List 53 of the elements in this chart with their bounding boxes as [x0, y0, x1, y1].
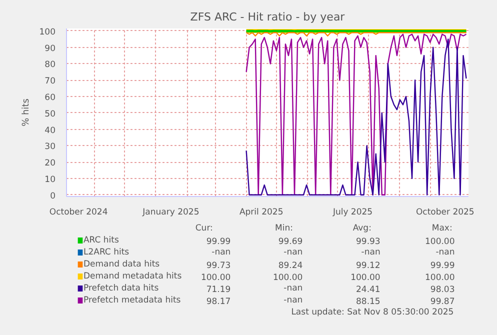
text: Min: [275, 224, 293, 234]
x-tick-label: April 2025 [239, 208, 284, 218]
x-tick-label: October 2025 [416, 208, 474, 218]
y-tick-label: 50 [44, 109, 56, 120]
text: Avg: [352, 224, 372, 234]
text: 100.00 [272, 273, 303, 283]
legend-label: Prefetch metadata hits [83, 296, 182, 306]
text: -nan [361, 248, 380, 258]
text: Cur: [195, 224, 213, 234]
text: 99.99 [430, 261, 455, 271]
y-tick-label: 90 [44, 44, 56, 54]
x-tick-label: January 2025 [142, 208, 200, 218]
legend-label: ARC hits [83, 236, 120, 246]
text: Max: [432, 224, 452, 234]
text: -nan [212, 248, 231, 258]
text: 99.93 [356, 237, 380, 247]
x-tick-label: July 2025 [332, 208, 373, 218]
text: -nan [436, 248, 455, 258]
text: 88.15 [356, 297, 380, 307]
chart-title: ZFS ARC - Hit ratio - by year [190, 10, 346, 24]
text: 98.17 [206, 297, 231, 307]
text: Last update: Sat Nov 8 05:30:00 2025 [291, 308, 454, 318]
y-tick-label: 60 [44, 93, 56, 104]
text: 99.73 [206, 261, 231, 271]
text: 99.99 [206, 237, 231, 247]
y-tick-label: 100 [39, 27, 56, 38]
text: 100.00 [350, 273, 380, 283]
legend-label: Demand metadata hits [83, 272, 182, 282]
text: 100.00 [425, 237, 455, 247]
text: -nan [284, 248, 303, 258]
y-tick-label: 70 [44, 76, 56, 87]
text: 99.12 [356, 261, 380, 271]
y-tick-label: 20 [44, 158, 56, 169]
text: 100.00 [200, 273, 231, 283]
text: 71.19 [206, 285, 231, 295]
x-tick-label: October 2024 [49, 208, 108, 218]
text: 99.87 [430, 297, 455, 307]
y-tick-label: 10 [44, 174, 56, 185]
text: 99.69 [278, 237, 303, 247]
text: 89.24 [278, 261, 303, 271]
legend-label: Demand data hits [83, 260, 160, 270]
text: -nan [284, 296, 303, 306]
legend-label: Prefetch data hits [83, 284, 160, 294]
text: 100.00 [425, 273, 455, 283]
y-tick-label: 0 [50, 191, 56, 202]
legend-label: L2ARC hits [83, 248, 130, 258]
text: -nan [284, 284, 303, 294]
y-tick-label: 30 [44, 142, 56, 152]
y-tick-label: 40 [44, 126, 56, 136]
y-axis-title: % hits [21, 98, 32, 126]
text: 24.41 [356, 285, 380, 295]
text: 98.03 [430, 285, 455, 295]
y-tick-label: 80 [44, 60, 56, 70]
